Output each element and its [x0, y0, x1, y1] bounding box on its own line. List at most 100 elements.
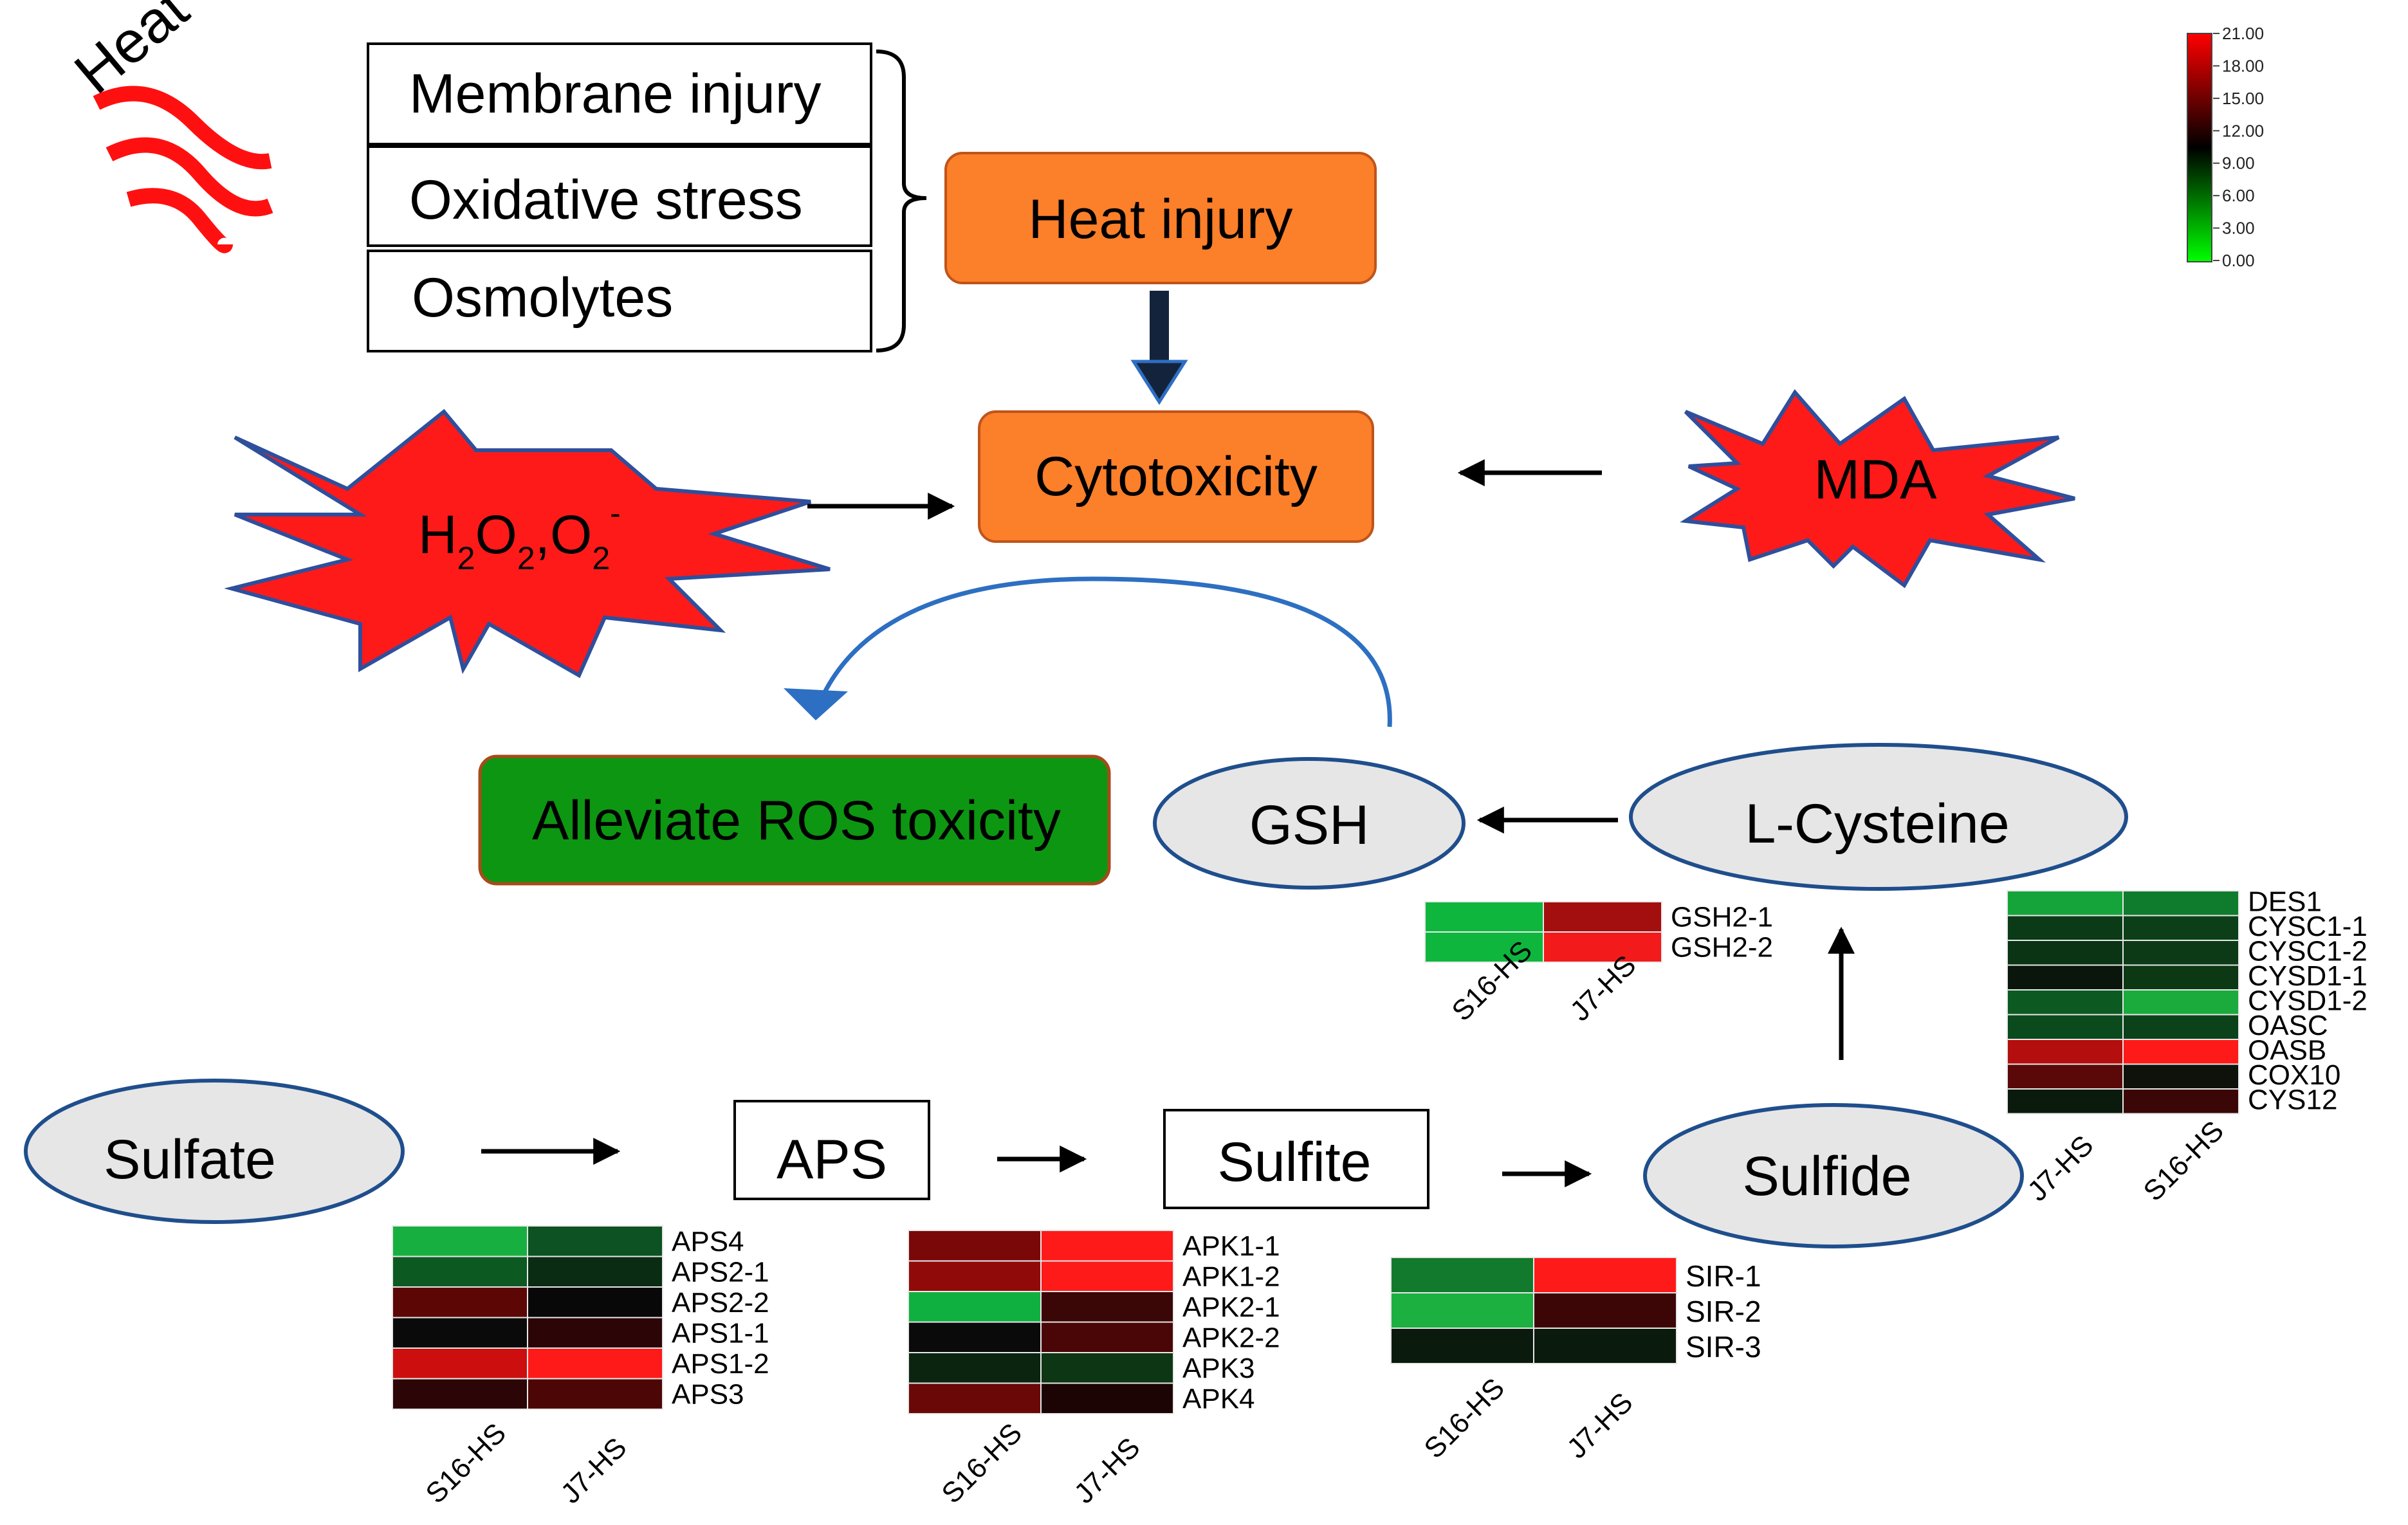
ros-burst [224, 408, 831, 679]
osmolytes-label: Osmolytes [412, 267, 673, 329]
scale-tick-label: 12.00 [2222, 121, 2264, 140]
heatmap-column-label: S16-HS [2137, 1115, 2230, 1207]
heatmap-column-label: J7-HS [1068, 1432, 1146, 1510]
oxidative-stress-box [367, 145, 872, 247]
mda-label: MDA [1814, 449, 1937, 511]
heatmap-cell [2122, 940, 2239, 966]
heat-wave-2 [106, 137, 273, 217]
sulfide-label: Sulfide [1743, 1146, 1912, 1207]
aps-label: APS [777, 1129, 887, 1191]
heatmap-cell [1533, 1257, 1677, 1293]
heatmap-cell [392, 1317, 528, 1349]
heatmap-cell [2122, 1014, 2239, 1040]
heatmap-cell [527, 1378, 663, 1410]
scale-tick-label: 21.00 [2222, 24, 2264, 43]
cytotoxicity-label: Cytotoxicity [1034, 446, 1318, 507]
heatmap-cell [2007, 890, 2124, 917]
heatmap-row-label: APK1-1 [1182, 1230, 1280, 1262]
heatmap-cell [1543, 931, 1662, 963]
heatmap-row-label: GSH2-2 [1671, 932, 1773, 963]
gsh-label: GSH [1249, 794, 1369, 856]
heatmap-cell [908, 1321, 1042, 1353]
heatmap-row-label: DES1 [2248, 886, 2322, 918]
heatmap-cell [392, 1347, 528, 1380]
heatmap-cell [908, 1352, 1042, 1384]
heatmap-row-label: CYS12 [2248, 1084, 2337, 1116]
mda-burst [1680, 388, 2075, 589]
heatmap-cysteine: DES1CYSC1-1CYSC1-2CYSD1-1CYSD1-2OASCOASB… [2007, 886, 2367, 1207]
heatmap-cell [2122, 1063, 2239, 1090]
heatmap-row-label: COX10 [2248, 1059, 2340, 1091]
heatmap-row-label: APK1-2 [1182, 1261, 1280, 1292]
heatmap-row-label: APK4 [1182, 1383, 1255, 1414]
heatmap-cell [2007, 1088, 2124, 1115]
heatmap-cell [527, 1225, 663, 1257]
heatmap-row-label: GSH2-1 [1671, 902, 1773, 933]
heatmap-cell [1424, 901, 1544, 933]
l-cysteine-label: L-Cysteine [1745, 793, 2009, 855]
gsh-feedback-curve [821, 576, 1392, 727]
heatmap-cell [2122, 890, 2239, 917]
heatmap-cell [1533, 1292, 1677, 1329]
heatmap-row-label: APK2-2 [1182, 1322, 1280, 1353]
heatmap-column-label: J7-HS [555, 1432, 632, 1510]
heat-symbol: Heat [62, 0, 273, 253]
oxidative-stress-label: Oxidative stress [409, 169, 803, 231]
heatmap-row-label: APS1-2 [672, 1348, 769, 1380]
heatmap-row-label: CYSD1-2 [2248, 985, 2367, 1017]
gsh-feedback-arrowhead [784, 688, 848, 720]
heat-wave-1 [93, 86, 272, 170]
stress-bracket [876, 50, 927, 352]
heat-to-cytotoxicity-arrow [1130, 291, 1188, 405]
heatmap-cell [392, 1378, 528, 1410]
heat-injury-box [944, 152, 1377, 284]
heatmap-cell [1040, 1321, 1174, 1353]
heatmap-cell [1040, 1352, 1174, 1384]
scale-tick-label: 0.00 [2222, 251, 2255, 270]
heatmap-cell [527, 1286, 663, 1319]
heatmap-cell [1533, 1328, 1677, 1364]
heatmap-cell [392, 1256, 528, 1288]
alleviate-ros-box [478, 754, 1111, 886]
heatmap-row-label: APS4 [672, 1226, 744, 1257]
scale-tick-label: 18.00 [2222, 56, 2264, 75]
heatmap-cell [1040, 1291, 1174, 1323]
l-cysteine-node [1629, 743, 2128, 891]
sulfate-node [24, 1079, 405, 1224]
cytotoxicity-box [978, 410, 1374, 543]
osmolytes-box [367, 250, 872, 352]
heatmap-column-label: J7-HS [2021, 1129, 2099, 1207]
heatmap-row-label: OASC [2248, 1010, 2328, 1041]
heatmap-cell [1390, 1328, 1534, 1364]
heatmap-row-label: OASB [2248, 1035, 2326, 1066]
heatmap-cell [2007, 1039, 2124, 1065]
heatmap-cell [2007, 915, 2124, 941]
heatmap-cell [1040, 1382, 1174, 1414]
scale-tick-label: 3.00 [2222, 219, 2255, 238]
heatmap-cell [392, 1286, 528, 1319]
heatmap-cell [527, 1256, 663, 1288]
heatmap-row-label: APS1-1 [672, 1317, 769, 1349]
heatmap-cell [1543, 901, 1662, 933]
heatmap-row-label: CYSC1-1 [2248, 911, 2367, 942]
scale-tick-label: 15.00 [2222, 89, 2264, 108]
heatmap-row-label: APS2-2 [672, 1287, 769, 1319]
heatmap-cell [2007, 940, 2124, 966]
heatmap-row-label: APK3 [1182, 1353, 1255, 1384]
heatmap-cell [908, 1230, 1042, 1262]
heat-injury-label: Heat injury [1028, 188, 1292, 250]
alleviate-ros-label: Alleviate ROS toxicity [532, 790, 1061, 852]
heatmap-cell [1040, 1230, 1174, 1262]
heatmap-cell [2122, 1088, 2239, 1115]
scale-tick-label: 6.00 [2222, 186, 2255, 205]
heatmap-cell [908, 1260, 1042, 1292]
heatmap-cell [527, 1317, 663, 1349]
heatmap-cell [2122, 989, 2239, 1016]
heatmap-cell [2122, 915, 2239, 941]
heatmap-column-label: S16-HS [935, 1417, 1028, 1510]
heat-wave-3 [126, 188, 233, 253]
